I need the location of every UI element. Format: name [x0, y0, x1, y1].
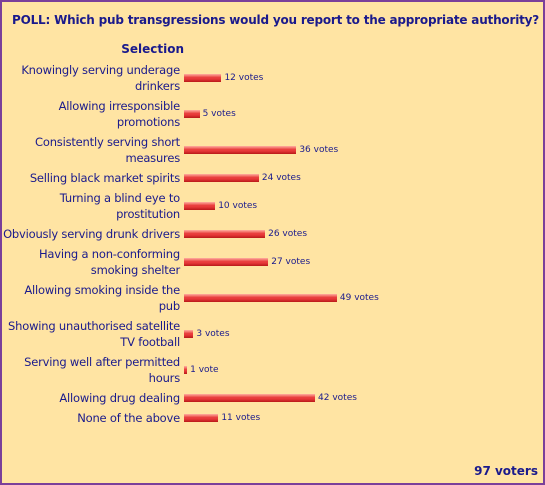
bar	[184, 414, 219, 422]
vote-count: 24 votes	[261, 173, 301, 183]
poll-title: POLL: Which pub transgressions would you…	[12, 13, 540, 27]
poll-row: None of the above 11 votes	[2, 408, 542, 428]
bar	[184, 230, 266, 238]
option-label: Knowingly serving underage drinkers	[21, 63, 180, 93]
bar	[184, 258, 269, 266]
poll-row: Turning a blind eye to prostitution 10 vo…	[2, 188, 542, 224]
poll-row: Allowing drug dealing 42 votes	[2, 388, 542, 408]
vote-count: 11 votes	[221, 413, 261, 423]
poll-row: Allowing irresponsible promotions 5 votes	[2, 96, 542, 132]
vote-count: 26 votes	[268, 229, 308, 239]
total-voters: 97 voters	[474, 464, 538, 478]
bar	[184, 146, 297, 154]
vote-count: 49 votes	[339, 293, 379, 303]
option-label: None of the above	[77, 411, 180, 425]
vote-count: 3 votes	[196, 329, 230, 339]
poll-rows: Knowingly serving underage drinkers 12 vo…	[2, 60, 542, 428]
poll-row: Serving well after permitted hours 1 vote	[2, 352, 542, 388]
option-label: Serving well after permitted hours	[24, 355, 180, 385]
poll-row: Showing unauthorised satellite TV footba…	[2, 316, 542, 352]
option-label: Having a non-conforming smoking shelter	[38, 247, 180, 277]
vote-count: 27 votes	[271, 257, 311, 267]
option-label: Allowing irresponsible promotions	[58, 99, 181, 129]
bar	[184, 394, 316, 402]
poll-row: Selling black market spirits 24 votes	[2, 168, 542, 188]
option-label: Allowing drug dealing	[59, 391, 180, 405]
bar	[184, 202, 216, 210]
column-header: Selection	[121, 42, 184, 56]
poll-row: Obviously serving drunk drivers 26 votes	[2, 224, 542, 244]
vote-count: 36 votes	[299, 145, 339, 155]
option-label: Selling black market spirits	[29, 171, 180, 185]
bar	[184, 174, 259, 182]
vote-count: 1 vote	[190, 365, 219, 375]
bar	[184, 366, 188, 374]
poll-row: Knowingly serving underage drinkers 12 vo…	[2, 60, 542, 96]
option-label: Showing unauthorised satellite TV footba…	[8, 319, 180, 349]
poll-row: Allowing smoking inside the pub 49 votes	[2, 280, 542, 316]
vote-count: 42 votes	[318, 393, 357, 403]
bar	[184, 74, 222, 82]
poll-row: Having a non-conforming smoking shelter 2…	[2, 244, 542, 280]
vote-count: 12 votes	[224, 73, 264, 83]
bar	[184, 110, 200, 118]
option-label: Obviously serving drunk drivers	[3, 227, 180, 241]
option-label: Consistently serving short measures	[35, 135, 180, 165]
poll-row: Consistently serving short measures 36 vo…	[2, 132, 542, 168]
bar	[184, 330, 194, 338]
option-label: Turning a blind eye to prostitution	[59, 191, 180, 221]
vote-count: 5 votes	[202, 109, 236, 119]
vote-count: 10 votes	[218, 201, 258, 211]
option-label: Allowing smoking inside the pub	[24, 283, 180, 313]
bar	[184, 294, 337, 302]
